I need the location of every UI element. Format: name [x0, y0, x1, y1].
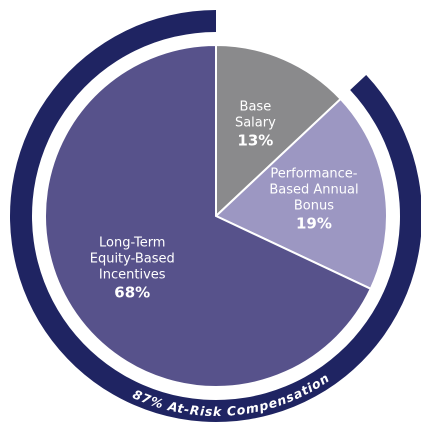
pie-slice: [43, 43, 373, 388]
category-label: Long-Term Equity-Based Incentives: [89, 235, 175, 283]
pie-slice: [214, 97, 388, 291]
value-label: 19%: [295, 214, 332, 233]
slice-label: Long-Term Equity-Based Incentives 68%: [90, 236, 175, 303]
value-label: 13%: [237, 131, 274, 150]
pie-slice: [215, 43, 343, 219]
value-label: 68%: [114, 283, 151, 302]
slice-label: Base Salary 13%: [235, 99, 276, 150]
slice-label: Performance- Based Annual Bonus 19%: [269, 167, 358, 234]
category-label: Base Salary: [234, 99, 276, 131]
category-label: Performance- Based Annual Bonus: [269, 166, 359, 214]
